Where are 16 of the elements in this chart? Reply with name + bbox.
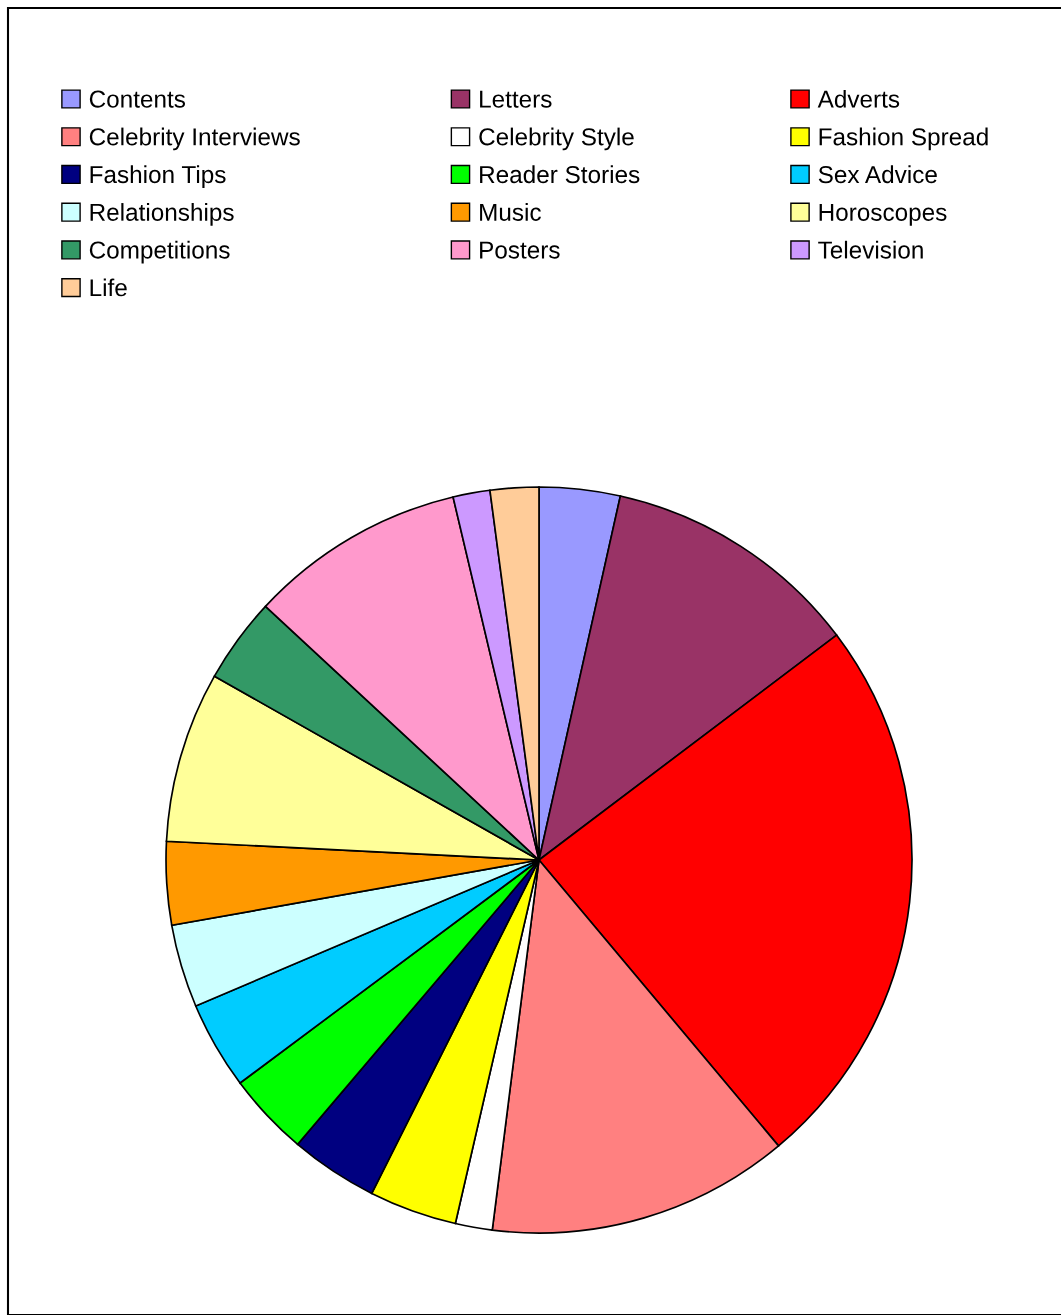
legend-label: Fashion Spread [819,127,988,151]
legend-label: Letters [480,90,552,108]
legend-label: Posters [480,241,560,259]
legend-label: Reader Stories [480,165,640,184]
legend-label: Contents [89,90,186,108]
legend-label: Celebrity Style [479,127,634,151]
legend-label: Relationships [90,203,234,226]
legend-label: Music [480,203,541,221]
legend-label: Life [90,278,127,297]
legend-label: Fashion Tips [90,165,226,188]
legend-label: Horoscopes [819,203,947,226]
legend-label: Television [818,240,923,259]
legend-label: Adverts [817,89,900,108]
legend-label: Competitions [89,240,230,264]
legend-label: Sex Advice [818,165,937,184]
legend-label: Celebrity Interviews [89,127,300,151]
